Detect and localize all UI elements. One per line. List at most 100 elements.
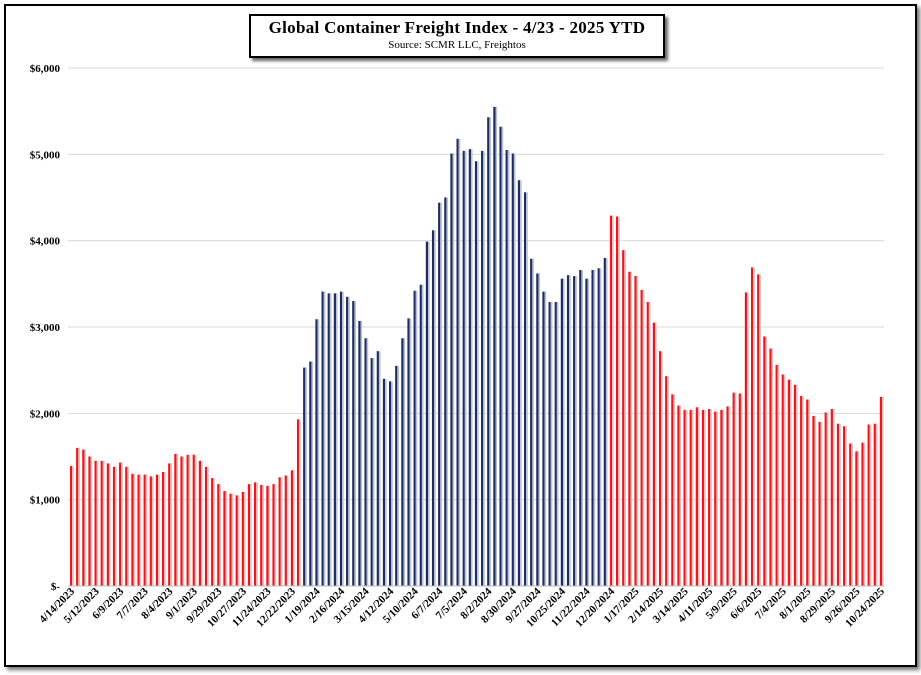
bar-2024: [517, 180, 522, 586]
bar-2023: [229, 493, 234, 586]
bar-2025: [683, 409, 688, 586]
bar-2024: [481, 150, 485, 586]
bar-2023: [192, 454, 197, 586]
bar-2024: [530, 258, 534, 586]
bar-2023: [155, 474, 160, 586]
bar-2025: [775, 364, 780, 586]
bar-2023: [260, 484, 264, 586]
bar-2025: [646, 301, 651, 586]
bar-2025: [806, 399, 811, 586]
bar-2024: [431, 230, 436, 586]
bar-2025: [714, 411, 718, 586]
bar-2024: [321, 291, 326, 586]
bar-2023: [284, 475, 289, 586]
bar-2023: [204, 466, 209, 586]
bar-2023: [168, 463, 172, 586]
bar-2023: [211, 478, 215, 586]
bar-2023: [254, 482, 258, 586]
y-tick-label: $3,000: [30, 322, 61, 334]
y-tick-label: $2,000: [30, 408, 61, 420]
bar-2024: [376, 351, 381, 586]
bar-2023: [137, 474, 142, 586]
bar-2023: [100, 460, 105, 586]
bar-2024: [407, 318, 412, 586]
bar-2023: [125, 466, 129, 586]
bar-2025: [781, 374, 786, 586]
bar-2023: [223, 491, 228, 586]
bar-2023: [217, 484, 222, 586]
bar-2023: [119, 462, 123, 586]
bar-2023: [82, 449, 87, 586]
bar-2025: [812, 415, 817, 586]
bar-2023: [198, 460, 203, 586]
bar-2025: [750, 267, 755, 586]
bar-2023: [241, 491, 246, 586]
bar-2025: [757, 274, 761, 586]
bar-2025: [879, 396, 884, 586]
bar-2023: [278, 477, 283, 586]
bar-2024: [462, 150, 467, 586]
bar-2023: [69, 465, 74, 586]
bar-2024: [327, 293, 332, 586]
bar-2025: [744, 292, 749, 586]
bar-2024: [560, 278, 565, 586]
bar-2025: [855, 451, 860, 586]
bar-2025: [622, 250, 626, 586]
bar-2024: [395, 365, 399, 586]
bar-2025: [634, 276, 639, 586]
bar-2023: [76, 447, 80, 586]
bar-2023: [149, 476, 154, 586]
bar-2024: [364, 338, 369, 586]
bar-2024: [358, 320, 363, 586]
bar-2023: [161, 472, 166, 586]
chart-title: Global Container Freight Index - 4/23 - …: [268, 18, 646, 37]
bar-2023: [88, 456, 93, 586]
bar-2023: [106, 463, 111, 586]
bar-2024: [389, 381, 393, 586]
bar-2025: [763, 336, 768, 586]
chart-title-box: Global Container Freight Index - 4/23 - …: [249, 14, 665, 58]
bar-2025: [665, 376, 669, 586]
bar-2023: [235, 495, 240, 586]
bar-2024: [346, 296, 350, 586]
bar-2025: [677, 405, 682, 586]
bar-2025: [695, 407, 700, 586]
bar-2024: [542, 291, 547, 586]
bar-2024: [456, 138, 461, 586]
bar-2024: [603, 257, 608, 586]
bar-2023: [266, 485, 271, 586]
bar-2023: [94, 460, 99, 586]
bar-2023: [296, 419, 301, 586]
bar-2024: [425, 241, 430, 586]
bar-2024: [523, 192, 528, 586]
bar-2025: [609, 215, 614, 586]
y-tick-label: $6,000: [30, 63, 61, 75]
bar-2025: [658, 351, 663, 586]
bar-2024: [511, 153, 516, 586]
bar-2025: [652, 322, 657, 586]
bar-2025: [824, 412, 829, 586]
y-tick-label: $-: [51, 581, 61, 593]
bar-2024: [401, 338, 406, 586]
bar-2024: [419, 284, 424, 586]
bar-2024: [591, 270, 596, 586]
bar-2025: [616, 216, 620, 586]
bar-2024: [352, 301, 356, 586]
bar-2025: [769, 348, 774, 586]
bar-2025: [701, 409, 706, 586]
bar-2023: [143, 474, 148, 586]
bar-2023: [112, 466, 117, 586]
bar-2025: [671, 394, 676, 586]
bar-2025: [787, 379, 792, 586]
bar-2024: [566, 275, 571, 586]
y-tick-label: $4,000: [30, 236, 61, 248]
y-tick-label: $5,000: [30, 149, 61, 161]
bar-2024: [333, 293, 338, 586]
bar-2025: [640, 289, 645, 586]
bar-2025: [800, 396, 804, 586]
bar-2024: [597, 268, 602, 586]
bar-2023: [272, 484, 277, 586]
bar-2024: [573, 276, 577, 586]
bar-2025: [830, 409, 835, 586]
